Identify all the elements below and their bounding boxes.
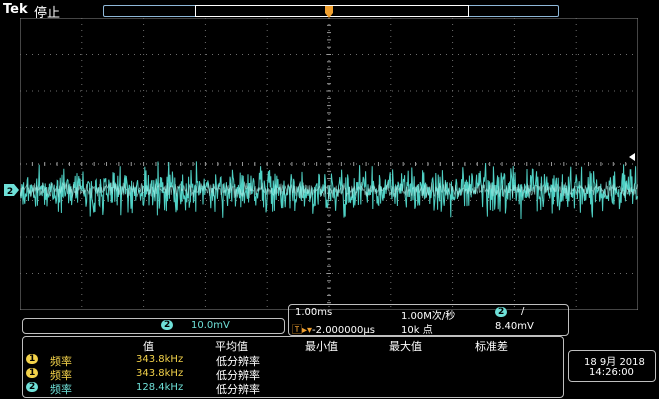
channel-1-badge: 1 — [26, 368, 39, 378]
tek-logo: Tek — [3, 2, 28, 17]
measurement-label: 频率 — [50, 355, 72, 368]
channel-2-ground-marker[interactable]: 2 — [4, 184, 20, 196]
sample-rate-value: 1.00M次/秒 — [401, 311, 456, 322]
table-row[interactable]: 2 频率 128.4kHz 低分辨率 — [26, 381, 556, 396]
measurement-value: 343.8kHz — [136, 354, 184, 365]
acquisition-status: 停止 — [34, 6, 61, 21]
channel-2-badge: 2 — [161, 320, 174, 330]
measurement-label: 频率 — [50, 369, 72, 382]
measurement-mean: 低分辨率 — [216, 355, 260, 368]
col-header-max: 最大值 — [389, 340, 422, 353]
measurement-mean: 低分辨率 — [216, 369, 260, 382]
trigger-level-arrow[interactable] — [627, 152, 637, 162]
datetime-panel: 18 9月 2018 14:26:00 — [568, 350, 656, 382]
table-row[interactable]: 1 频率 343.8kHz 低分辨率 — [26, 367, 556, 382]
trigger-slope-icon: / — [521, 306, 525, 317]
horizontal-trigger-panel[interactable]: 1.00ms 1.00M次/秒 2 / 🅃▸▾-2.000000μs 10k 点… — [288, 304, 569, 336]
trigger-position-icon: 🅃▸▾ — [292, 325, 313, 336]
graticule-center — [20, 18, 638, 310]
channel-readout-panel[interactable]: 2 10.0mV — [22, 318, 285, 334]
trigger-position-readout: 🅃▸▾-2.000000μs — [292, 325, 375, 336]
date-value: 18 9月 2018 — [584, 357, 645, 368]
col-header-stddev: 标准差 — [475, 340, 508, 353]
col-header-min: 最小值 — [305, 340, 338, 353]
measurement-label: 频率 — [50, 383, 72, 396]
trigger-level-value: 8.40mV — [495, 321, 534, 332]
trigger-channel-badge: 2 — [495, 307, 508, 317]
channel-1-badge: 1 — [26, 354, 39, 364]
channel-2-waveform-core — [20, 179, 638, 200]
channel-2-scale: 10.0mV — [191, 320, 230, 331]
measurement-value: 128.4kHz — [136, 382, 184, 393]
measurement-mean: 低分辨率 — [216, 383, 260, 396]
col-header-value: 值 — [143, 340, 154, 353]
waveform-display[interactable] — [20, 18, 638, 310]
measurement-value: 343.8kHz — [136, 368, 184, 379]
record-length-value: 10k 点 — [401, 325, 433, 336]
table-row[interactable]: 1 频率 343.8kHz 低分辨率 — [26, 353, 556, 368]
measurement-table[interactable]: 值 平均值 最小值 最大值 标准差 1 频率 343.8kHz 低分辨率 1 频… — [22, 336, 564, 398]
svg-text:2: 2 — [7, 187, 13, 196]
time-value: 14:26:00 — [589, 367, 634, 378]
col-header-mean: 平均值 — [215, 340, 248, 353]
channel-2-badge: 2 — [26, 382, 39, 392]
timebase-value: 1.00ms — [295, 307, 333, 318]
